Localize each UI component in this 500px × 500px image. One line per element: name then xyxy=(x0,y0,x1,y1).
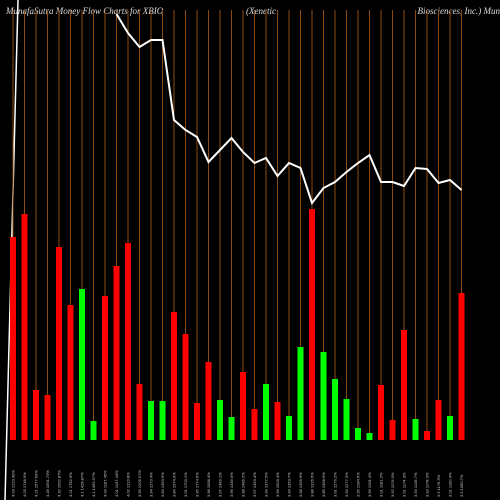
x-tick-label: 3.97 1363.4% xyxy=(252,472,257,497)
x-tick-label: 3.93 1178.3% xyxy=(425,472,430,497)
x-tick-label: 3.91 1174.3% xyxy=(402,472,407,497)
x-tick-label: 3.93 1128.7% xyxy=(413,472,418,497)
bar xyxy=(113,266,120,440)
x-tick-label: 3.97 1489.1% xyxy=(218,472,223,497)
x-tick-label: 3.88 1326.6% xyxy=(310,472,315,497)
bar xyxy=(33,390,39,440)
bar xyxy=(320,352,327,440)
bar xyxy=(125,243,131,440)
x-tick-label: 3.96 1449.5% xyxy=(229,472,234,497)
bar xyxy=(240,372,246,440)
x-tick-label: 4.32 1592.87% xyxy=(57,470,62,497)
bar xyxy=(148,401,154,440)
bar xyxy=(297,347,304,440)
bar xyxy=(44,395,51,440)
bar xyxy=(21,214,28,440)
x-tick-label: 3.89 1368.5% xyxy=(321,472,326,497)
bar xyxy=(228,417,235,440)
x-tick-label: 4.03 1220.49% xyxy=(11,470,16,497)
x-tick-label: 3.94 1363.7% xyxy=(287,472,292,497)
x-tick-label: 4.21 1577.69% xyxy=(34,470,39,497)
bar xyxy=(435,400,442,440)
bar xyxy=(412,419,419,440)
bar xyxy=(251,409,258,440)
bar xyxy=(389,420,396,440)
chart-title: Biosciences, Inc.) Mun xyxy=(418,6,500,16)
bar xyxy=(79,289,85,440)
x-tick-label: 3.99 1206.57% xyxy=(137,470,142,497)
bar xyxy=(90,421,97,440)
x-tick-label: 3.95 1284.5% xyxy=(356,472,361,497)
x-tick-label: 4.21 1782.9% xyxy=(68,472,73,497)
bar xyxy=(447,416,453,440)
bar xyxy=(274,402,281,440)
x-tick-label: 4.28 1591.73% xyxy=(45,470,50,497)
x-tick-label: 4.03 1748.9% xyxy=(22,472,27,497)
chart-title: MunafaSutra Money Flow Charts for XBIO xyxy=(5,6,164,16)
x-tick-label: 4.01 1137.44% xyxy=(114,470,119,497)
x-tick-label: 4.03 1187.45% xyxy=(103,470,108,497)
bar xyxy=(56,247,62,440)
x-tick-label: 3.98 1399.6% xyxy=(298,472,303,497)
bar xyxy=(102,296,108,440)
x-tick-label: 3.91 1703.1% xyxy=(183,472,188,497)
bar xyxy=(67,305,74,440)
x-tick-label: 3.91 1276.2% xyxy=(333,472,338,497)
bar xyxy=(401,330,407,440)
x-tick-label: 3.91 1181.2% xyxy=(379,472,384,497)
x-tick-label: 3.98 1486.2% xyxy=(241,472,246,497)
x-tick-label: 3.84 1574.9% xyxy=(172,472,177,497)
price-line xyxy=(115,13,463,206)
x-tick-label: 3.9 1060.7% xyxy=(459,474,464,497)
x-tick-label: 3.98 1588.4% xyxy=(206,472,211,497)
x-tick-label: 4.1 1495.57% xyxy=(91,472,96,497)
x-tick-label: 3.92 1277.3% xyxy=(344,472,349,497)
x-tick-label: 3.99 1377.5% xyxy=(264,472,269,497)
bar xyxy=(286,416,292,440)
bar xyxy=(182,334,189,440)
bar xyxy=(309,209,315,440)
x-tick-label: 4.1 1428.87% xyxy=(80,472,85,497)
x-tick-label: 3.9 1176.3% xyxy=(436,474,441,497)
bar xyxy=(205,362,212,440)
bar xyxy=(332,379,338,440)
bar xyxy=(159,401,166,440)
x-tick-label: 3.84 1350.5% xyxy=(160,472,165,497)
chart-title: (Xenetic xyxy=(246,6,276,16)
bar xyxy=(171,312,177,440)
x-tick-label: 4.02 1216.8% xyxy=(126,472,131,497)
bar xyxy=(10,237,16,440)
bar xyxy=(136,384,143,440)
x-tick-label: 3.99 1503.4% xyxy=(275,472,280,497)
bar xyxy=(424,431,430,440)
bar xyxy=(194,403,200,440)
bar xyxy=(366,433,373,440)
bar xyxy=(378,385,384,440)
bar xyxy=(343,399,350,440)
x-tick-label: 3.95 1774.6% xyxy=(195,472,200,497)
bar xyxy=(217,400,223,440)
x-tick-label: 3.91 1100.3% xyxy=(448,472,453,497)
bar xyxy=(458,293,465,440)
x-tick-label: 3.92 1176.0% xyxy=(390,472,395,497)
x-tick-label: 3.94 1273.4% xyxy=(149,472,154,497)
bar xyxy=(355,428,361,440)
bar xyxy=(263,384,269,440)
x-tick-label: 3.96 1281.4% xyxy=(367,472,372,497)
